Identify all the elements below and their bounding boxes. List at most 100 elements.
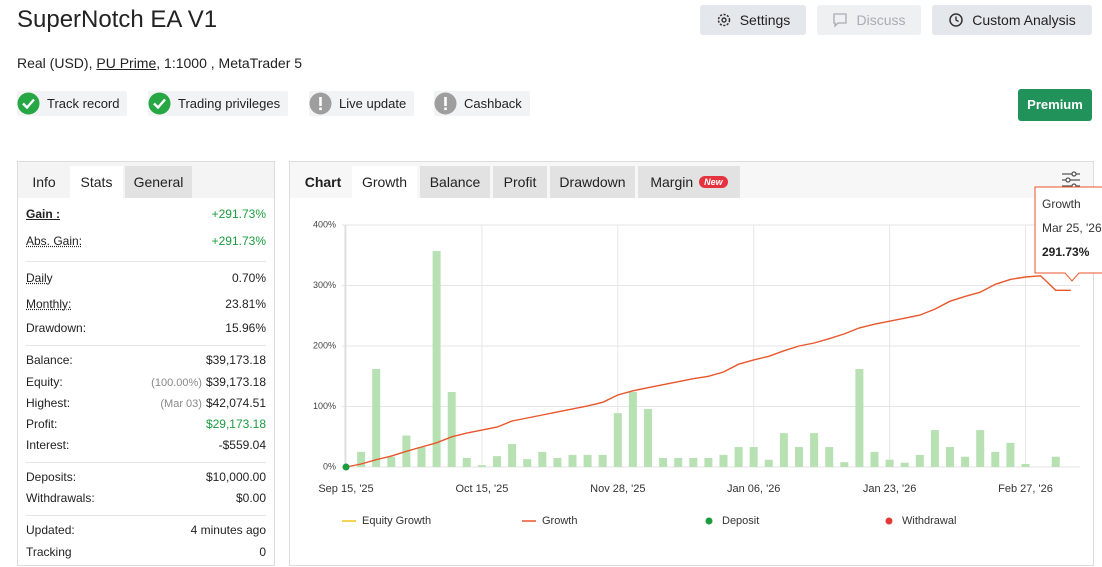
- stat-row: Abs. Gain: +291.73%: [26, 232, 266, 250]
- chart-panel: Chart Growth Balance Profit Drawdown Margin N…: [289, 161, 1094, 566]
- stat-number: $29,173.18: [205, 417, 266, 431]
- stat-label: Interest:: [26, 438, 70, 452]
- stats-tab[interactable]: Stats: [70, 166, 123, 198]
- y-tick-label: 400%: [313, 219, 336, 229]
- bar: [840, 462, 849, 467]
- bar: [538, 451, 547, 467]
- stats-panel: Info Stats General Gain : +291.73% Abs. Gain:…: [17, 161, 275, 566]
- bar: [583, 454, 592, 467]
- stat-row: Gain : +291.73%: [26, 205, 266, 223]
- bar: [357, 451, 366, 467]
- bar: [1051, 456, 1060, 467]
- separator: [26, 515, 266, 516]
- stat-value: 0: [259, 543, 266, 561]
- bar: [719, 454, 728, 467]
- chart-tab[interactable]: Profit: [493, 166, 547, 198]
- bar: [734, 447, 743, 467]
- stat-value: +291.73%: [212, 205, 266, 223]
- bar: [704, 457, 713, 467]
- clock-icon: [949, 13, 963, 27]
- bar: [795, 447, 803, 467]
- stat-value: 4 minutes ago: [191, 521, 266, 539]
- x-tick-label: Jan 23, '26: [863, 483, 916, 495]
- chart-tab[interactable]: Margin New: [638, 166, 740, 198]
- bar: [387, 456, 396, 467]
- stat-label: Highest:: [26, 396, 71, 410]
- y-tick-label: 0%: [323, 461, 336, 471]
- stat-label: Abs. Gain:: [26, 234, 83, 248]
- x-tick-label: Feb 27, '26: [998, 483, 1053, 495]
- chart-tab[interactable]: Balance: [420, 166, 490, 198]
- bar: [372, 368, 381, 467]
- bar: [417, 447, 426, 467]
- gear-icon: [717, 13, 730, 27]
- button-label: Discuss: [856, 12, 906, 28]
- legend-label: Withdrawal: [902, 515, 956, 527]
- stats-tab[interactable]: Info: [32, 174, 56, 190]
- stat-number: $39,173.18: [205, 353, 266, 367]
- new-badge: New: [699, 176, 728, 188]
- status-badge: Trading privileges: [148, 91, 289, 116]
- chart-tab[interactable]: Growth: [352, 166, 417, 198]
- bar: [523, 459, 532, 467]
- separator: [26, 261, 266, 262]
- bar: [447, 391, 456, 467]
- bar: [462, 457, 471, 467]
- stat-label: Equity:: [26, 375, 63, 389]
- custom-analysis-button[interactable]: Custom Analysis: [932, 5, 1092, 35]
- chart: 0% 100% 200% 300% 400% Sep 15, '25 Oct 15, '25…: [313, 186, 1102, 527]
- bar: [946, 447, 954, 467]
- stat-row: Highest: (Mar 03) $42,074.51: [26, 394, 266, 412]
- stat-row: Equity: (100.00%) $39,173.18: [26, 373, 266, 391]
- stat-number: $10,000.00: [205, 470, 266, 484]
- stat-row: Updated: 4 minutes ago: [26, 521, 266, 539]
- stat-row: Drawdown: 15.96%: [26, 319, 266, 337]
- stat-row: Balance: $39,173.18: [26, 351, 266, 369]
- stat-value: $10,000.00: [206, 468, 266, 486]
- status-badge: Track record: [17, 91, 128, 116]
- stat-label: Profit:: [26, 417, 58, 431]
- legend-label: Growth: [542, 515, 577, 527]
- stat-value: 0.70%: [232, 269, 266, 287]
- button-label: Settings: [739, 12, 791, 28]
- stat-row: Monthly: 23.81%: [26, 295, 266, 313]
- discuss-button[interactable]: Discuss: [817, 5, 921, 35]
- stat-number: 0.70%: [231, 271, 266, 285]
- stat-value: 23.81%: [225, 295, 266, 313]
- bar: [659, 457, 668, 467]
- stat-number: 23.81%: [225, 297, 266, 311]
- settings-button[interactable]: Settings: [700, 5, 806, 35]
- bar: [855, 368, 864, 467]
- bar: [764, 459, 773, 467]
- bar: [915, 454, 924, 467]
- bar: [1021, 463, 1030, 467]
- tab-label: Drawdown: [559, 174, 626, 190]
- bar: [885, 459, 894, 467]
- bar: [613, 413, 622, 467]
- bar: [493, 456, 501, 467]
- legend-label: Deposit: [722, 515, 759, 527]
- bar: [976, 430, 985, 467]
- deposit-point: [342, 463, 350, 471]
- stat-value: (Mar 03) $42,074.51: [160, 394, 266, 413]
- account-details: , 1:1000 , MetaTrader 5: [156, 55, 303, 71]
- status-badge: Live update: [309, 91, 415, 116]
- stat-label: Updated:: [26, 523, 75, 537]
- warning-icon: [309, 92, 332, 115]
- stat-number: 15.96%: [225, 321, 266, 335]
- stat-label: Tracking: [26, 545, 72, 559]
- stat-note: (Mar 03): [160, 398, 202, 410]
- tab-label: Margin: [650, 174, 694, 190]
- bar: [749, 447, 758, 467]
- x-tick-label: Sep 15, '25: [318, 483, 373, 495]
- stat-number: $0.00: [235, 491, 266, 505]
- premium-button[interactable]: Premium: [1018, 89, 1092, 121]
- broker-link[interactable]: PU Prime: [96, 55, 157, 71]
- stat-label: Withdrawals:: [26, 491, 95, 505]
- bar: [432, 251, 441, 467]
- stat-label: Drawdown:: [26, 321, 87, 335]
- chart-tab[interactable]: Drawdown: [550, 166, 635, 198]
- y-tick-label: 200%: [313, 340, 336, 350]
- stats-tab[interactable]: General: [125, 166, 192, 198]
- stat-number: $42,074.51: [205, 396, 266, 410]
